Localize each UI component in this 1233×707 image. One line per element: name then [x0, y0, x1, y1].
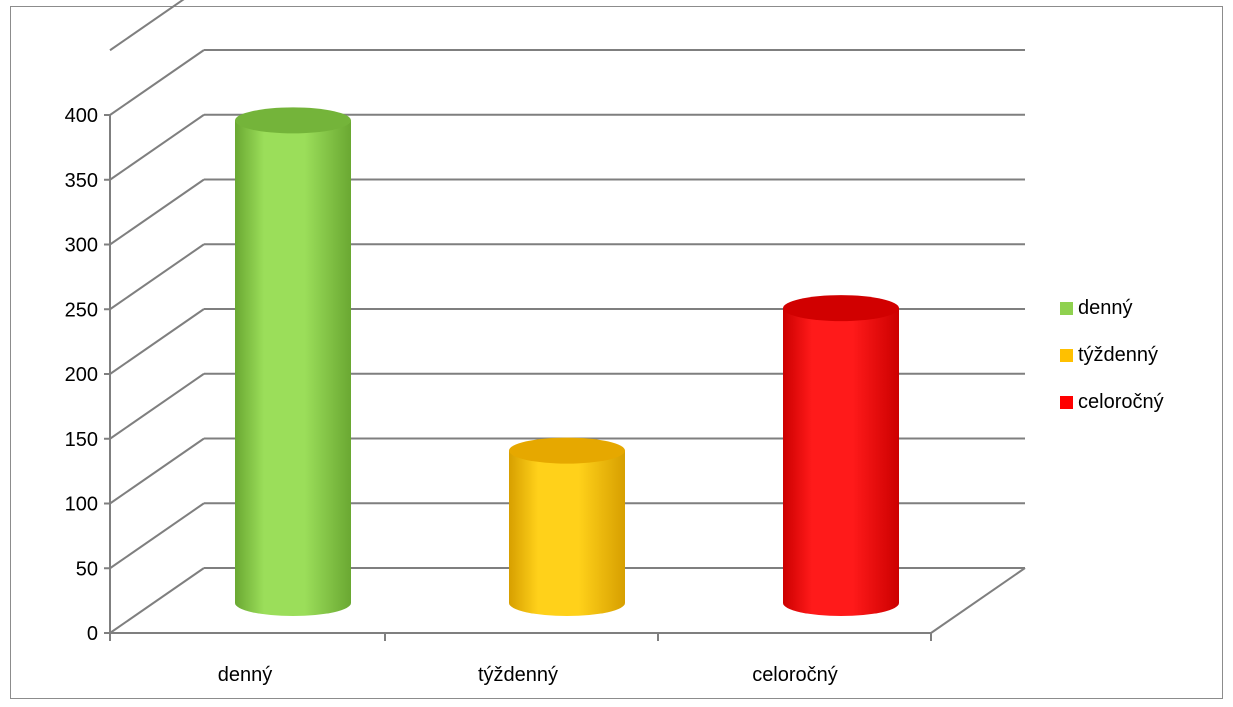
y-tick-labels: 0 50 100 150 200 250 300 350 400 [65, 105, 98, 645]
gridline [109, 113, 205, 181]
bar-top [783, 295, 899, 322]
y-tick-label: 150 [65, 429, 98, 451]
gridline [109, 567, 205, 634]
bar-top [235, 107, 351, 134]
y-tick-label: 350 [65, 170, 98, 192]
bars [235, 107, 899, 617]
y-tick-label: 100 [65, 494, 98, 516]
gridline [109, 437, 205, 505]
legend-item: denný [1060, 296, 1164, 319]
gridline [109, 49, 205, 116]
bar [783, 308, 899, 616]
gridline [109, 372, 205, 440]
gridline [109, 308, 205, 375]
legend-swatch [1060, 395, 1073, 409]
axes [104, 114, 1026, 641]
bar [509, 450, 625, 616]
y-tick-label: 200 [65, 364, 98, 386]
legend-swatch [1060, 348, 1073, 362]
y-tick-label: 50 [76, 558, 98, 580]
gridline [109, 178, 205, 246]
bar-top [509, 437, 625, 464]
gridline [109, 502, 205, 570]
y-tick-label: 300 [65, 235, 98, 257]
x-tick-labels: denný týždenný celoročný [218, 664, 838, 686]
x-tick-label: týždenný [478, 664, 558, 686]
gridline [109, 0, 185, 52]
x-tick-label: celoročný [752, 664, 838, 686]
bar [235, 120, 351, 617]
legend-item: týždenný [1060, 343, 1164, 366]
y-tick-label: 400 [65, 105, 98, 127]
legend-label: celoročný [1078, 390, 1164, 413]
gridline [109, 243, 205, 311]
y-tick-label: 250 [65, 299, 98, 321]
legend-label: denný [1078, 296, 1133, 319]
legend: denný týždenný celoročný [1060, 296, 1164, 439]
x-tick-label: denný [218, 664, 273, 686]
legend-item: celoročný [1060, 390, 1164, 413]
legend-label: týždenný [1078, 343, 1159, 366]
floor-edge [930, 567, 1026, 634]
y-tick-label: 0 [87, 623, 98, 645]
legend-swatch [1060, 301, 1073, 315]
